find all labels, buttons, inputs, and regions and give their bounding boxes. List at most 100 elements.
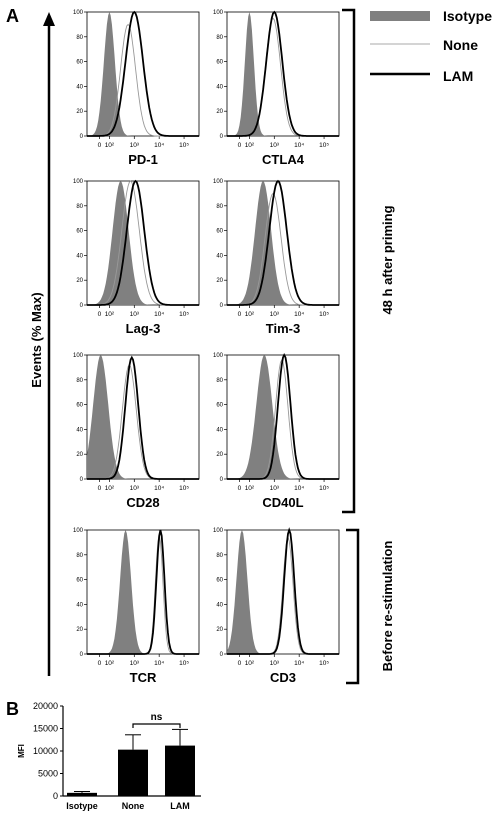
y-tick-label: 0	[80, 303, 84, 309]
y-tick-label: 80	[216, 378, 223, 384]
bracket-before-restim	[346, 528, 360, 685]
y-tick-label: 100	[213, 10, 224, 16]
x-tick-label: 0	[238, 660, 242, 667]
x-tick-label: 10⁴	[154, 311, 164, 318]
significance-label: ns	[151, 712, 163, 723]
y-tick-label: 40	[216, 427, 223, 433]
bar-category-label: None	[122, 801, 145, 811]
series-isotype	[227, 181, 339, 305]
x-tick-label: 10⁵	[179, 311, 189, 318]
y-tick-label: 40	[216, 84, 223, 90]
mfi-bar-chart: 0 5000 10000 15000 20000 MFI Isotype None LAM ns	[17, 701, 201, 811]
y-tick-label: 60	[216, 229, 223, 235]
x-tick-label: 10⁴	[154, 142, 164, 149]
series-lam	[87, 179, 199, 306]
x-tick-label: 10³	[130, 485, 140, 492]
y-tick-label: 0	[80, 477, 84, 483]
series-isotype	[227, 530, 339, 654]
significance-bracket	[132, 723, 181, 728]
y-tick-label: 60	[76, 578, 83, 584]
marker-label-tim-3: Tim-3	[266, 321, 300, 336]
bracket-label-before-restim: Before re-stimulation	[380, 541, 395, 672]
bar-y-tick-label: 5000	[38, 769, 58, 779]
marker-label-cd3: CD3	[270, 670, 296, 685]
bar-y-tick-label: 0	[53, 791, 58, 801]
y-tick-label: 100	[213, 528, 224, 534]
bar-y-tick-label: 10000	[33, 746, 58, 756]
plot-frame	[86, 180, 200, 306]
y-tick-label: 100	[213, 179, 224, 185]
x-tick-label: 10³	[270, 660, 280, 667]
y-tick-label: 80	[76, 553, 83, 559]
y-tick-label: 40	[216, 602, 223, 608]
marker-label-cd28: CD28	[126, 495, 159, 510]
y-tick-label: 20	[76, 627, 83, 633]
plot-frame	[226, 354, 340, 480]
x-tick-label: 0	[238, 311, 242, 318]
x-tick-label: 10²	[105, 142, 115, 149]
y-tick-label: 100	[73, 528, 84, 534]
x-tick-label: 10³	[130, 142, 140, 149]
x-tick-label: 0	[98, 660, 102, 667]
series-isotype	[87, 12, 199, 136]
x-tick-label: 10²	[245, 311, 255, 318]
x-tick-label: 10³	[130, 311, 140, 318]
y-tick-label: 0	[80, 652, 84, 658]
x-tick-label: 10²	[105, 660, 115, 667]
y-tick-label: 100	[73, 179, 84, 185]
y-tick-label: 80	[76, 378, 83, 384]
y-tick-label: 20	[76, 278, 83, 284]
x-tick-label: 10⁵	[319, 660, 329, 667]
bar-isotype	[67, 792, 97, 796]
panel-label-a: A	[6, 6, 19, 26]
x-tick-label: 10⁴	[154, 660, 164, 667]
y-tick-label: 60	[216, 403, 223, 409]
series-lam	[87, 10, 199, 137]
y-tick-label: 0	[220, 134, 224, 140]
y-tick-label: 80	[216, 553, 223, 559]
x-tick-label: 10²	[105, 311, 115, 318]
series-lam	[227, 527, 339, 655]
y-tick-label: 80	[216, 35, 223, 41]
legend-swatch-isotype	[370, 11, 430, 21]
y-tick-label: 60	[76, 403, 83, 409]
events-axis-arrowhead	[43, 12, 55, 26]
bar-lam	[165, 745, 195, 796]
y-tick-label: 100	[213, 353, 224, 359]
series-isotype	[227, 12, 339, 136]
marker-label-tcr: TCR	[130, 670, 157, 685]
y-tick-label: 60	[76, 229, 83, 235]
y-tick-label: 20	[76, 452, 83, 458]
bar-y-tick-label: 20000	[33, 701, 58, 711]
y-tick-label: 40	[76, 253, 83, 259]
y-tick-label: 0	[220, 652, 224, 658]
y-tick-label: 20	[216, 627, 223, 633]
x-tick-label: 10³	[270, 142, 280, 149]
marker-label-lag-3: Lag-3	[126, 321, 161, 336]
bar-y-axis-label: MFI	[17, 744, 26, 758]
x-tick-label: 10⁵	[319, 142, 329, 149]
series-isotype	[227, 355, 339, 479]
y-tick-label: 0	[220, 477, 224, 483]
panel-label-b: B	[6, 699, 19, 719]
legend-label-isotype: Isotype	[443, 8, 492, 24]
x-tick-label: 0	[98, 311, 102, 318]
x-tick-label: 10⁴	[294, 142, 304, 149]
marker-label-cd40l: CD40L	[262, 495, 303, 510]
events-axis-label: Events (% Max)	[29, 292, 44, 387]
x-tick-label: 10⁵	[179, 485, 189, 492]
x-tick-label: 10⁵	[179, 142, 189, 149]
legend: Isotype None LAM	[370, 8, 492, 84]
legend-label-none: None	[443, 37, 478, 53]
x-tick-label: 10³	[130, 660, 140, 667]
x-tick-label: 10⁴	[294, 311, 304, 318]
y-tick-label: 40	[76, 602, 83, 608]
